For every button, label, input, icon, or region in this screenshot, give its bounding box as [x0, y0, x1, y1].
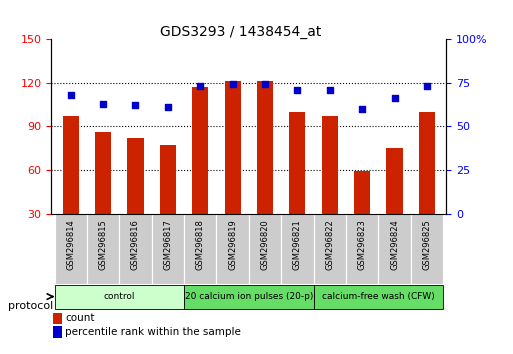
- FancyBboxPatch shape: [216, 214, 249, 284]
- Text: GSM296816: GSM296816: [131, 219, 140, 270]
- Bar: [53, 313, 62, 324]
- Text: GDS3293 / 1438454_at: GDS3293 / 1438454_at: [161, 25, 322, 39]
- Text: control: control: [104, 292, 135, 301]
- Point: [261, 81, 269, 87]
- Bar: [192, 87, 208, 214]
- Text: GSM296822: GSM296822: [325, 219, 334, 270]
- Point: [99, 101, 107, 107]
- Point: [423, 83, 431, 89]
- Text: GSM296820: GSM296820: [261, 219, 269, 270]
- Point: [228, 81, 236, 87]
- FancyBboxPatch shape: [378, 214, 411, 284]
- Text: GSM296818: GSM296818: [196, 219, 205, 270]
- Text: count: count: [65, 313, 94, 323]
- FancyBboxPatch shape: [184, 214, 216, 284]
- FancyBboxPatch shape: [184, 285, 313, 309]
- FancyBboxPatch shape: [152, 214, 184, 284]
- FancyBboxPatch shape: [249, 214, 281, 284]
- Text: 20 calcium ion pulses (20-p): 20 calcium ion pulses (20-p): [185, 292, 313, 301]
- FancyBboxPatch shape: [87, 214, 120, 284]
- Point: [164, 104, 172, 110]
- FancyBboxPatch shape: [54, 214, 87, 284]
- Text: GSM296824: GSM296824: [390, 219, 399, 270]
- Bar: [257, 81, 273, 214]
- Bar: [354, 171, 370, 214]
- Text: calcium-free wash (CFW): calcium-free wash (CFW): [322, 292, 435, 301]
- FancyBboxPatch shape: [346, 214, 378, 284]
- Text: GSM296825: GSM296825: [422, 219, 431, 270]
- Point: [131, 103, 140, 108]
- Point: [326, 87, 334, 92]
- Text: GSM296815: GSM296815: [98, 219, 108, 270]
- Bar: [322, 116, 338, 214]
- Text: GSM296823: GSM296823: [358, 219, 367, 270]
- Text: GSM296817: GSM296817: [163, 219, 172, 270]
- FancyBboxPatch shape: [313, 214, 346, 284]
- Point: [358, 106, 366, 112]
- Bar: [419, 112, 435, 214]
- Bar: [160, 145, 176, 214]
- Bar: [53, 326, 62, 337]
- Bar: [63, 116, 79, 214]
- Text: GSM296814: GSM296814: [66, 219, 75, 270]
- Bar: [225, 81, 241, 214]
- Point: [196, 83, 204, 89]
- Bar: [289, 112, 305, 214]
- FancyBboxPatch shape: [411, 214, 443, 284]
- Bar: [127, 138, 144, 214]
- Point: [67, 92, 75, 98]
- FancyBboxPatch shape: [120, 214, 152, 284]
- FancyBboxPatch shape: [281, 214, 313, 284]
- Text: protocol: protocol: [8, 301, 53, 311]
- Bar: [386, 148, 403, 214]
- Point: [390, 96, 399, 101]
- Point: [293, 87, 302, 92]
- Text: percentile rank within the sample: percentile rank within the sample: [65, 327, 241, 337]
- Text: GSM296821: GSM296821: [293, 219, 302, 270]
- FancyBboxPatch shape: [313, 285, 443, 309]
- Text: GSM296819: GSM296819: [228, 219, 237, 270]
- FancyBboxPatch shape: [54, 285, 184, 309]
- Bar: [95, 132, 111, 214]
